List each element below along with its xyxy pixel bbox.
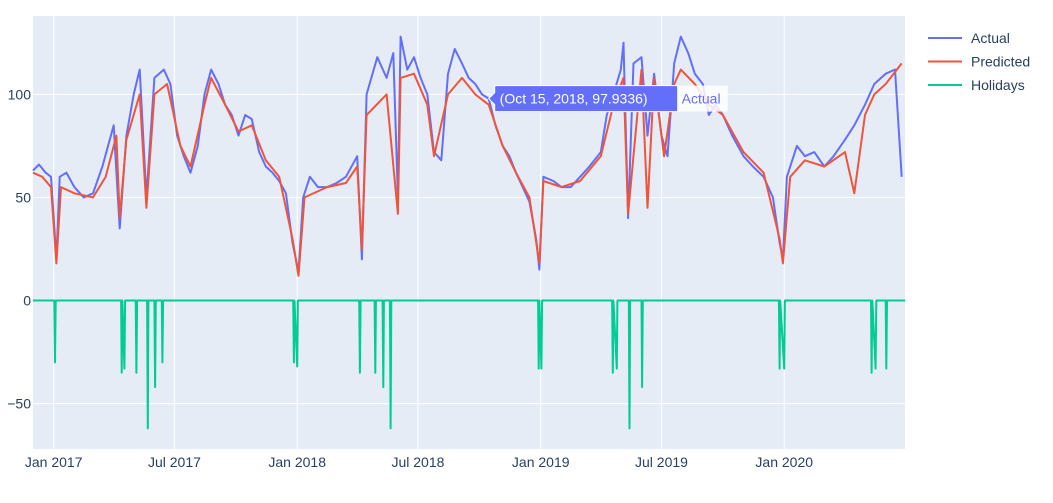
x-axis: Jan 2017 Jul 2017 Jan 2018 Jul 2018 Jan 2019…	[25, 454, 813, 470]
y-tick-label: 100	[8, 86, 32, 102]
hover-tooltip: (Oct 15, 2018, 97.9336) Actual	[487, 85, 728, 113]
legend-label: Holidays	[971, 77, 1025, 93]
legend-item-holidays[interactable]: Holidays	[928, 77, 1025, 93]
y-axis: −50 0 50 100	[7, 86, 31, 411]
series-line-holidays[interactable]	[33, 299, 905, 430]
y-tick-label: 0	[23, 293, 31, 309]
y-tick-label: 50	[15, 189, 31, 205]
y-tick-label: −50	[7, 396, 31, 412]
x-tick-label: Jan 2020	[755, 454, 813, 470]
legend-item-actual[interactable]: Actual	[928, 30, 1010, 46]
x-tick-label: Jan 2017	[25, 454, 83, 470]
hover-value-text: (Oct 15, 2018, 97.9336)	[500, 91, 648, 107]
plot-area[interactable]	[33, 16, 905, 449]
series-layer	[32, 35, 905, 430]
x-tick-label: Jul 2017	[148, 454, 201, 470]
x-tick-label: Jan 2019	[512, 454, 570, 470]
hover-series-name: Actual	[682, 91, 721, 107]
legend-label: Predicted	[971, 54, 1030, 70]
legend-label: Actual	[971, 30, 1010, 46]
hover-name-box	[677, 85, 728, 112]
series-line-predicted[interactable]	[32, 62, 903, 277]
x-tick-label: Jul 2018	[391, 454, 444, 470]
legend-item-predicted[interactable]: Predicted	[928, 54, 1030, 70]
legend[interactable]: Actual Predicted Holidays	[928, 30, 1030, 93]
x-tick-label: Jan 2018	[268, 454, 326, 470]
x-tick-label: Jul 2019	[635, 454, 688, 470]
